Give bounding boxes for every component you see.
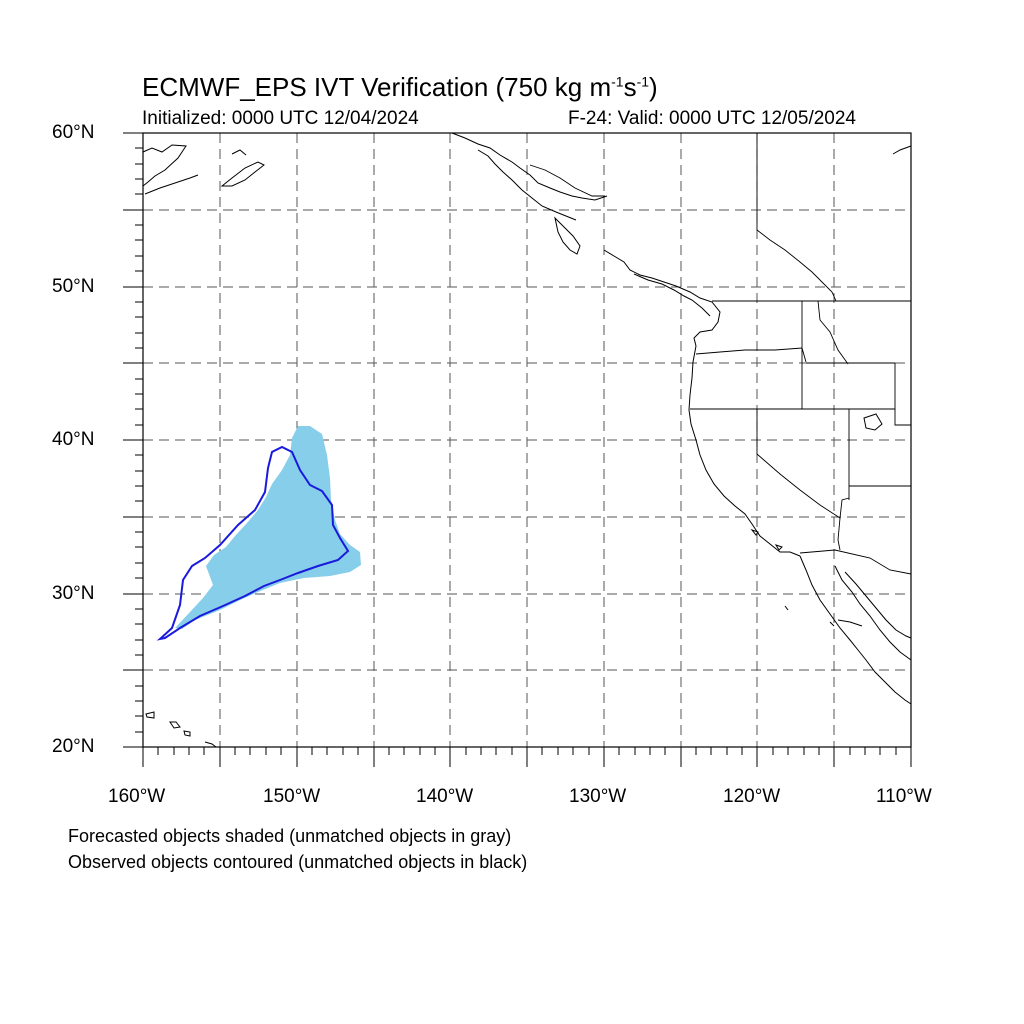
grid-lines — [143, 133, 911, 747]
map-title: ECMWF_EPS IVT Verification (750 kg m-1s-… — [142, 72, 658, 102]
lon-label-110w: 110°W — [876, 786, 932, 807]
political-boundaries — [529, 133, 912, 575]
lon-label-160w: 160°W — [108, 786, 166, 807]
coastlines — [142, 132, 912, 748]
lat-label-30n: 30°N — [52, 583, 95, 604]
lon-label-120w: 120°W — [723, 786, 781, 807]
caption-observed: Observed objects contoured (unmatched ob… — [68, 852, 528, 872]
lat-label-20n: 20°N — [52, 736, 95, 757]
caption-forecast: Forecasted objects shaded (unmatched obj… — [68, 826, 512, 846]
valid-time-label: F-24: Valid: 0000 UTC 12/05/2024 — [568, 108, 856, 129]
lat-label-50n: 50°N — [52, 276, 95, 297]
lon-label-130w: 130°W — [569, 786, 627, 807]
lat-label-40n: 40°N — [52, 429, 95, 450]
lon-label-150w: 150°W — [263, 786, 321, 807]
observed-object-contour — [156, 445, 350, 641]
tick-marks — [123, 132, 912, 767]
forecast-object-shaded — [175, 426, 361, 629]
init-time-label: Initialized: 0000 UTC 12/04/2024 — [142, 108, 419, 129]
lat-label-60n: 60°N — [52, 122, 95, 143]
lon-label-140w: 140°W — [416, 786, 474, 807]
